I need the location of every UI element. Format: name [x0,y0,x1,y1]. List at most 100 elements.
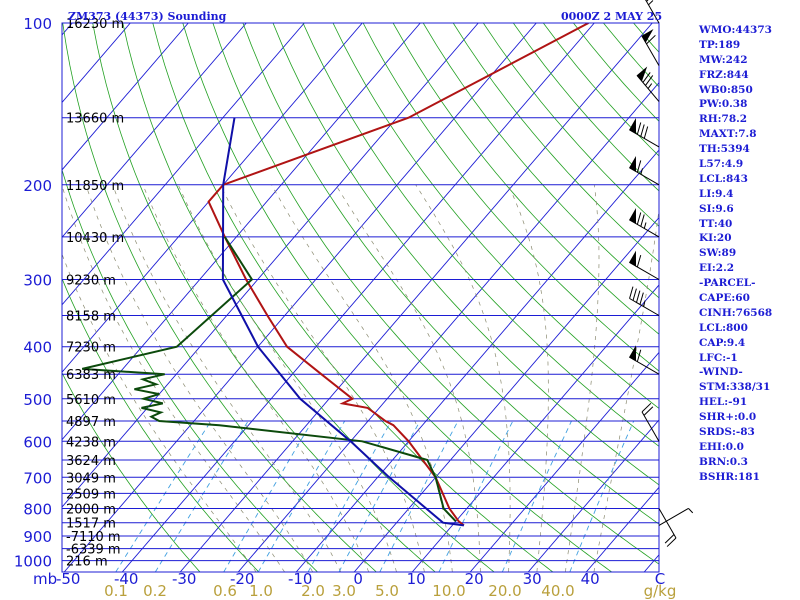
wind-barb [641,29,660,66]
pressure-tick-label: 200 [23,177,52,195]
temperature-tick-label: -20 [230,570,255,588]
stat-item: -WIND- [699,366,743,379]
isotherm-line [62,23,363,373]
mixing-ratio-label: 0.1 [104,582,128,600]
isotherm-line [62,23,189,171]
temperature-tick-label: -10 [288,570,313,588]
height-label: 4897 m [66,415,116,430]
height-label: 5610 m [66,393,116,408]
height-label: 3624 m [66,454,116,469]
mixing-ratio-line [379,420,459,572]
dry-adiabat-line [152,23,554,572]
isotherm-line [469,351,659,572]
isotherm-line [62,23,421,441]
stat-item: EI:2.2 [699,262,735,275]
isotherm-line [237,81,659,572]
height-label: 16230 m [66,17,124,32]
stat-item: TT:40 [699,217,733,230]
wind-barb [629,286,660,316]
stat-item: FRZ:844 [699,68,749,81]
stat-item: LI:9.4 [699,187,734,200]
dry-adiabat-line [302,23,659,447]
height-label: 8158 m [66,310,116,325]
stat-item: MW:242 [699,53,748,66]
pressure-unit-label: mb [33,570,57,588]
stat-item: SI:9.6 [699,202,734,215]
dewpoint-trace [81,236,457,522]
background-grid [0,23,659,572]
wind-barb [629,345,660,375]
temperature-trace [207,23,589,527]
temperature-tick-label: -40 [114,570,139,588]
stat-item: TP:189 [699,38,741,51]
temperature-tick-label: 40 [581,570,600,588]
wind-barb [629,250,660,280]
stat-item: MAXT:7.8 [699,128,757,141]
stat-item: RH:78.2 [699,113,748,126]
moist-adiabat-line [335,184,481,572]
temperature-unit-label: C [655,570,665,588]
stat-item: LCL:843 [699,172,748,185]
dry-adiabat-line [242,23,659,525]
mixing-ratio-line [438,420,514,572]
mixing-ratio-label: 0.6 [213,582,237,600]
mixing-ratio-line [257,420,346,572]
pressure-tick-label: 700 [23,469,52,487]
mixing-ratio-line [569,420,635,572]
stat-item: SHR+:0.0 [699,411,757,424]
dry-adiabat-line [62,277,260,572]
sounding-traces [81,23,589,527]
mixing-ratio-label: 40.0 [541,582,574,600]
moist-adiabat-line [85,184,314,572]
stat-item: STM:338/31 [699,381,771,394]
mixing-ratio-label: 3.0 [332,582,356,600]
moist-adiabat-line [565,184,600,572]
chart-datetime: 0000Z 2 MAY 25 [561,10,662,23]
pressure-tick-label: 900 [23,528,52,546]
isotherm-line [63,23,537,572]
wind-barb [629,155,660,186]
dry-adiabat-line [62,168,318,572]
isotherm-line [62,23,479,508]
stat-item: SW:89 [699,247,737,260]
temperature-tick-label: 20 [465,570,484,588]
dry-adiabat-line [422,23,659,299]
mixing-ratio-line [501,420,572,572]
dry-adiabat-line [272,23,659,486]
pressure-tick-label: 300 [23,272,52,290]
stat-item: BRN:0.3 [699,455,748,468]
dry-adiabat-line [332,23,659,409]
wind-barb [629,118,660,148]
isotherm-line [353,216,659,572]
height-label: -7110 m [66,530,121,545]
stat-item: EHI:0.0 [699,440,744,453]
stat-item: CAPE:60 [699,292,750,305]
moist-adiabat-line [142,184,370,572]
temperature-tick-label: 10 [407,570,426,588]
dry-adiabat-line [362,23,659,372]
mixing-ratio-label: 0.2 [143,582,167,600]
dry-adiabat-line [92,23,436,572]
mixing-ratio-line [115,420,212,572]
stat-item: SRDS:-83 [699,426,755,439]
parcel-trace [221,117,465,527]
height-label: 3049 m [66,471,116,486]
wind-barb [658,507,694,526]
mixing-ratio-unit-label: g/kg [644,582,677,600]
stat-item: WMO:44373 [699,24,772,36]
isotherm-line [0,23,14,572]
pressure-tick-label: 1000 [14,553,52,571]
dry-adiabat-line [212,23,659,565]
temperature-tick-label: -50 [56,570,81,588]
wind-barb [641,402,660,442]
mixing-ratio-label: 10.0 [432,582,465,600]
pressure-tick-label: 100 [23,15,52,33]
isotherm-line [179,23,653,572]
sounding-indices-panel: WMO:44373 TP:189 MW:242 FRZ:844 WB0:850 PW:0.… [699,23,799,485]
dry-adiabat-line [62,371,201,572]
stat-item: BSHR:181 [699,470,760,483]
height-label: 1517 m [66,517,116,532]
temperature-tick-label: 30 [523,570,542,588]
